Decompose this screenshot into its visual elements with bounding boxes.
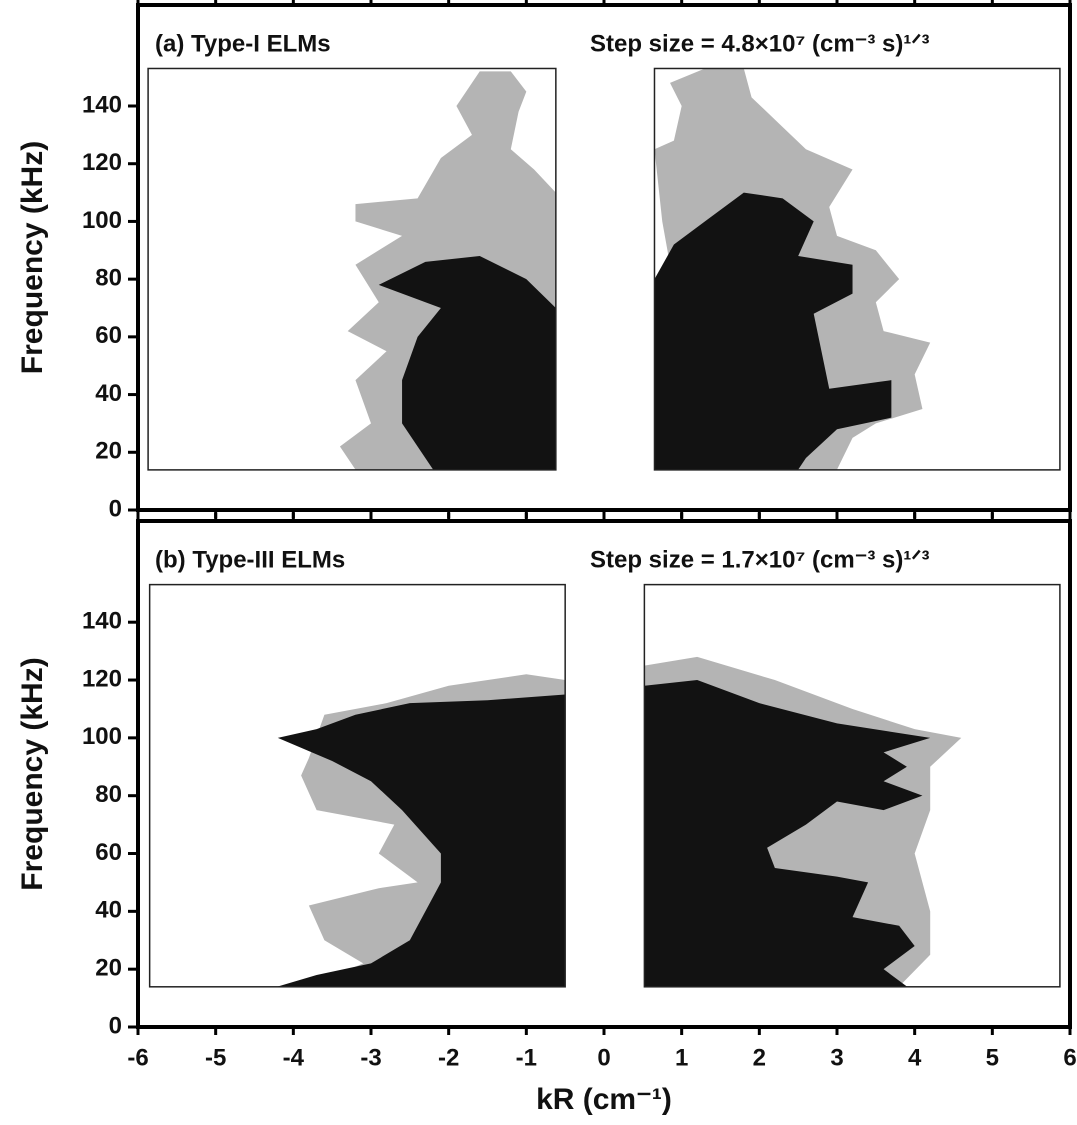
y-tick-label: 40 bbox=[95, 897, 122, 924]
x-axis-label: kR (cm⁻¹) bbox=[536, 1083, 672, 1116]
y-axis-label: Frequency (kHz) bbox=[16, 141, 49, 374]
y-tick-label: 120 bbox=[82, 665, 122, 692]
contour-region bbox=[644, 680, 931, 987]
x-tick-label: -1 bbox=[516, 1044, 537, 1071]
panel-title: (b) Type-III ELMs bbox=[155, 546, 345, 573]
contour-region bbox=[654, 192, 892, 470]
x-tick-label: 5 bbox=[986, 1044, 999, 1071]
x-tick-label: -5 bbox=[205, 1044, 226, 1071]
x-tick-label: 3 bbox=[830, 1044, 843, 1071]
annotation: Step size = 1.7×10⁷ (cm⁻³ s)¹ᐟ³ bbox=[590, 546, 930, 573]
y-tick-label: 120 bbox=[82, 149, 122, 176]
inner-frame bbox=[148, 583, 566, 988]
plot-frame bbox=[136, 3, 1072, 512]
y-tick-label: 60 bbox=[95, 322, 122, 349]
y-tick-label: 100 bbox=[82, 723, 122, 750]
y-tick-label: 40 bbox=[95, 380, 122, 407]
x-tick-label: 2 bbox=[753, 1044, 766, 1071]
annotation: Step size = 4.8×10⁷ (cm⁻³ s)¹ᐟ³ bbox=[590, 30, 930, 57]
y-tick-label: 20 bbox=[95, 955, 122, 982]
x-tick-label: 6 bbox=[1063, 1044, 1076, 1071]
y-tick-label: 0 bbox=[109, 1012, 122, 1039]
y-tick-label: 140 bbox=[82, 608, 122, 635]
x-tick-label: -2 bbox=[438, 1044, 459, 1071]
x-tick-label: -4 bbox=[283, 1044, 305, 1071]
y-tick-label: 80 bbox=[95, 781, 122, 808]
x-tick-label: 0 bbox=[597, 1044, 610, 1071]
x-tick-label: -6 bbox=[127, 1044, 148, 1071]
x-tick-label: 4 bbox=[908, 1044, 922, 1071]
inner-frame bbox=[147, 67, 557, 471]
y-tick-label: 100 bbox=[82, 207, 122, 234]
panel-title: (a) Type-I ELMs bbox=[155, 30, 331, 57]
y-tick-label: 0 bbox=[109, 495, 122, 522]
y-tick-label: 140 bbox=[82, 91, 122, 118]
inner-frame bbox=[653, 67, 1061, 471]
contour-region bbox=[378, 256, 556, 470]
contour-region bbox=[277, 694, 566, 987]
inner-frame bbox=[643, 583, 1061, 988]
x-tick-label: 1 bbox=[675, 1044, 688, 1071]
x-tick-label: -3 bbox=[360, 1044, 381, 1071]
y-tick-label: 80 bbox=[95, 264, 122, 291]
y-axis-label: Frequency (kHz) bbox=[16, 657, 49, 890]
y-tick-label: 60 bbox=[95, 839, 122, 866]
y-tick-label: 20 bbox=[95, 438, 122, 465]
